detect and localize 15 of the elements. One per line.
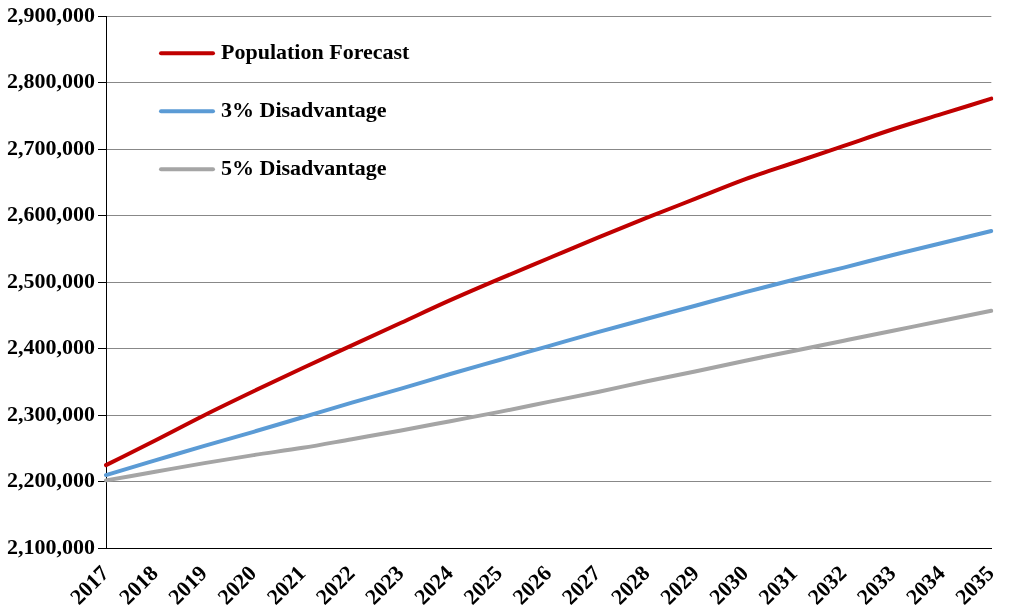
y-tick-label: 2,300,000 — [7, 400, 95, 426]
y-tick-label: 2,500,000 — [7, 267, 95, 293]
line-series — [104, 308, 994, 483]
y-tick-label: 2,200,000 — [7, 467, 95, 493]
legend-label: 5% Disadvantage — [221, 154, 387, 180]
y-tick-label: 2,800,000 — [7, 68, 95, 94]
y-tick-label: 2,600,000 — [7, 201, 95, 227]
y-tick-label: 2,700,000 — [7, 134, 95, 160]
legend-label: Population Forecast — [221, 38, 411, 64]
line-series — [104, 96, 994, 468]
legend-label: 3% Disadvantage — [221, 96, 387, 122]
line-series — [104, 229, 994, 478]
y-tick-label: 2,900,000 — [7, 1, 95, 27]
y-tick-label: 2,400,000 — [7, 334, 95, 360]
y-tick-label: 2,100,000 — [7, 533, 95, 559]
